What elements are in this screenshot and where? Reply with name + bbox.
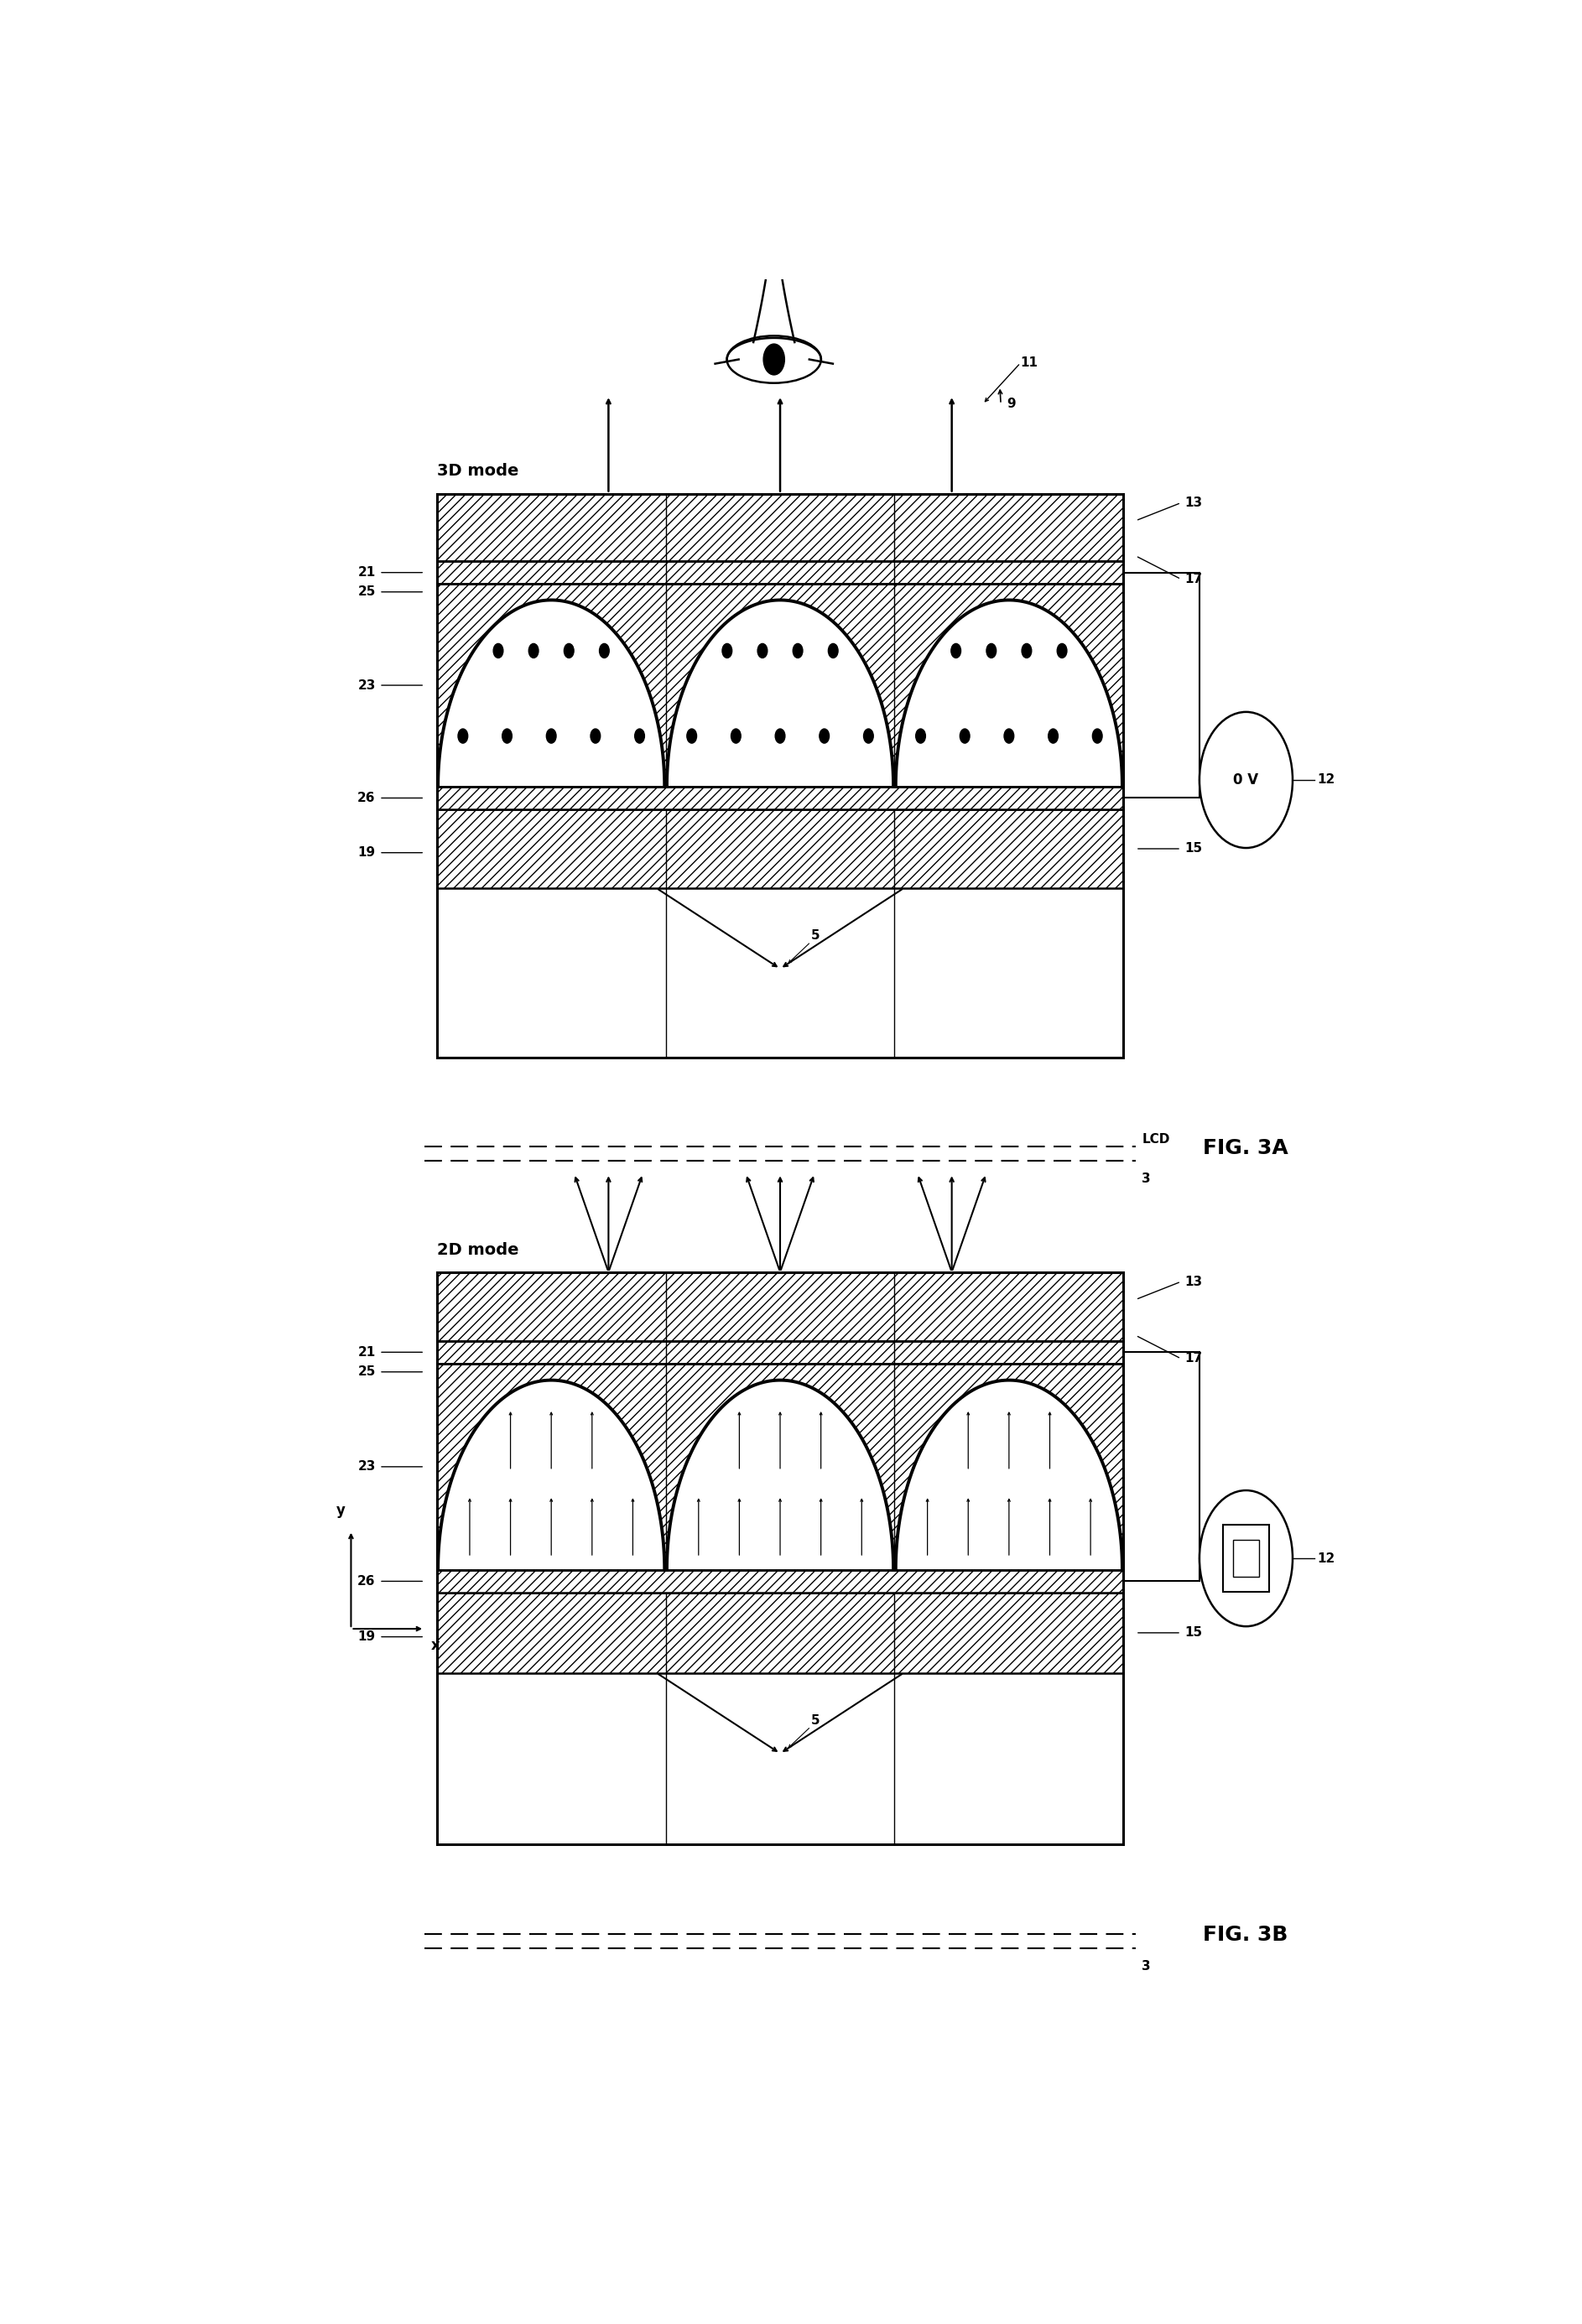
Circle shape <box>960 730 970 744</box>
Text: x: x <box>430 1638 440 1652</box>
Text: 26: 26 <box>358 1576 375 1587</box>
Text: 13: 13 <box>1185 497 1202 509</box>
Polygon shape <box>668 1380 894 1569</box>
Circle shape <box>987 644 997 658</box>
Circle shape <box>951 644 960 658</box>
Circle shape <box>501 730 513 744</box>
Text: 26: 26 <box>358 792 375 804</box>
Polygon shape <box>438 1380 664 1569</box>
Bar <box>437 583 1123 788</box>
Circle shape <box>819 730 829 744</box>
Circle shape <box>687 730 696 744</box>
Bar <box>437 788 1123 809</box>
Text: 0 V: 0 V <box>1234 772 1259 788</box>
Text: 19: 19 <box>358 1631 375 1643</box>
Bar <box>437 1592 1123 1673</box>
Text: 23: 23 <box>358 1459 375 1473</box>
Circle shape <box>764 344 785 374</box>
Circle shape <box>916 730 925 744</box>
Text: 9: 9 <box>1008 397 1016 411</box>
Bar <box>437 493 1123 562</box>
Circle shape <box>864 730 873 744</box>
Bar <box>437 1271 1123 1845</box>
Circle shape <box>494 644 503 658</box>
Bar <box>437 1569 1123 1592</box>
Text: LCD: LCD <box>1142 1134 1169 1146</box>
Bar <box>437 583 1123 788</box>
Circle shape <box>1005 730 1014 744</box>
Circle shape <box>731 730 740 744</box>
Bar <box>437 562 1123 583</box>
Polygon shape <box>895 600 1122 788</box>
Circle shape <box>528 644 538 658</box>
Bar <box>1223 1525 1269 1592</box>
Bar <box>437 1364 1123 1569</box>
Text: y: y <box>337 1504 346 1518</box>
Bar <box>437 1364 1123 1569</box>
Circle shape <box>459 730 468 744</box>
Bar <box>437 493 1123 1057</box>
Circle shape <box>1057 644 1066 658</box>
Circle shape <box>775 730 785 744</box>
Text: 17: 17 <box>1185 1353 1202 1364</box>
Text: FIG. 3A: FIG. 3A <box>1204 1139 1288 1157</box>
Text: 3D mode: 3D mode <box>437 462 519 479</box>
Text: 21: 21 <box>358 1346 375 1360</box>
Bar <box>437 788 1123 809</box>
Polygon shape <box>895 1380 1122 1569</box>
Text: 21: 21 <box>358 567 375 579</box>
Text: 5: 5 <box>812 1715 819 1727</box>
Circle shape <box>546 730 557 744</box>
Circle shape <box>634 730 644 744</box>
Circle shape <box>600 644 609 658</box>
Circle shape <box>1199 711 1292 848</box>
Bar <box>437 562 1123 583</box>
Text: 23: 23 <box>358 679 375 693</box>
Circle shape <box>1049 730 1058 744</box>
Text: 12: 12 <box>1318 1552 1335 1564</box>
Bar <box>437 1271 1123 1845</box>
Polygon shape <box>438 600 664 788</box>
Text: 17: 17 <box>1185 572 1202 586</box>
Bar <box>437 1592 1123 1673</box>
Ellipse shape <box>726 335 821 383</box>
Text: 5: 5 <box>812 930 819 941</box>
Circle shape <box>793 644 802 658</box>
Text: 15: 15 <box>1185 1627 1202 1638</box>
Bar <box>437 1341 1123 1364</box>
Bar <box>437 809 1123 888</box>
Text: 25: 25 <box>358 1367 375 1378</box>
Text: 3: 3 <box>1142 1959 1150 1973</box>
Text: 11: 11 <box>1020 356 1038 370</box>
Polygon shape <box>668 600 894 788</box>
Circle shape <box>1022 644 1031 658</box>
Bar <box>437 493 1123 1057</box>
Bar <box>437 1341 1123 1364</box>
Circle shape <box>758 644 767 658</box>
Text: 19: 19 <box>358 846 375 860</box>
Text: 15: 15 <box>1185 841 1202 855</box>
Bar <box>437 1271 1123 1341</box>
Bar <box>437 809 1123 888</box>
Text: FIG. 3B: FIG. 3B <box>1204 1924 1288 1945</box>
Bar <box>1234 1541 1259 1578</box>
Bar <box>437 1569 1123 1592</box>
Text: 3: 3 <box>1142 1174 1150 1185</box>
Bar <box>437 1271 1123 1341</box>
Circle shape <box>590 730 600 744</box>
Text: 12: 12 <box>1318 774 1335 786</box>
Circle shape <box>1199 1490 1292 1627</box>
Circle shape <box>565 644 574 658</box>
Bar <box>437 493 1123 562</box>
Text: 25: 25 <box>358 586 375 597</box>
Circle shape <box>723 644 732 658</box>
Text: 2D mode: 2D mode <box>437 1241 519 1257</box>
Circle shape <box>1093 730 1103 744</box>
Circle shape <box>829 644 838 658</box>
Text: 13: 13 <box>1185 1276 1202 1287</box>
